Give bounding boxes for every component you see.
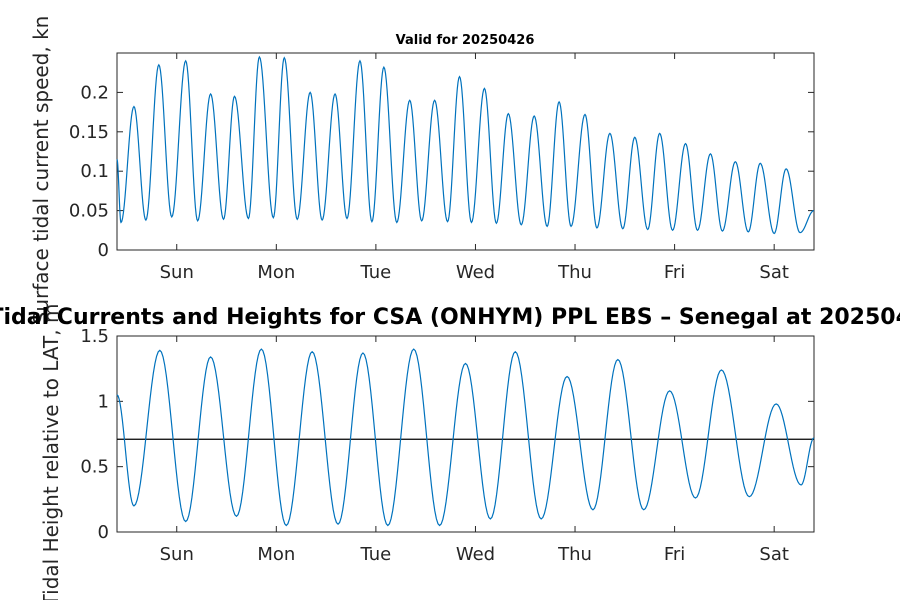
height-y-tick-label: 0.5 [80, 457, 109, 478]
speed-series-line [116, 55, 815, 235]
speed-axes: 0 0.05 0.1 0.15 0.2 Sun Mon Tue Wed Thu Fri Sat [69, 52, 815, 283]
speed-x-tick-label: Sat [759, 262, 789, 283]
speed-chart-title: Valid for 20250426 [396, 33, 535, 48]
main-chart-title: Tidal Currents and Heights for CSA (ONHY… [0, 305, 900, 330]
height-x-tick-label: Thu [557, 544, 592, 565]
height-x-tick-label: Wed [456, 544, 495, 565]
speed-y-tick-label: 0.15 [69, 122, 109, 143]
height-x-tick-label: Fri [664, 544, 685, 565]
height-axes: 0 0.5 1 1.5 Sun Mon Tue Wed Thu Fri Sat [80, 326, 815, 565]
speed-x-tick-label: Mon [257, 262, 295, 283]
speed-y-axis-label: Surface tidal current speed, kn [29, 16, 53, 325]
height-y-axis-label: Tidal Height relative to LAT, m [39, 304, 63, 600]
speed-y-tick-label: 0 [98, 240, 109, 261]
speed-x-tick-label: Wed [456, 262, 495, 283]
height-axes-ticks: 0 0.5 1 1.5 Sun Mon Tue Wed Thu Fri Sat [80, 326, 814, 565]
speed-x-tick-label: Sun [160, 262, 194, 283]
speed-y-tick-label: 0.2 [80, 82, 109, 103]
height-x-tick-label: Tue [360, 544, 392, 565]
speed-y-tick-label: 0.1 [80, 161, 109, 182]
height-axes-box [116, 335, 815, 533]
height-y-tick-label: 1.5 [80, 326, 109, 347]
height-x-tick-label: Sat [759, 544, 789, 565]
speed-y-tick-label: 0.05 [69, 201, 109, 222]
height-x-tick-label: Mon [257, 544, 295, 565]
height-y-tick-label: 0 [98, 522, 109, 543]
speed-x-tick-label: Thu [557, 262, 592, 283]
height-series-line [116, 348, 815, 527]
height-x-tick-label: Sun [160, 544, 194, 565]
speed-x-tick-label: Tue [360, 262, 392, 283]
height-y-tick-label: 1 [98, 391, 109, 412]
speed-axes-ticks: 0 0.05 0.1 0.15 0.2 Sun Mon Tue Wed Thu Fri Sat [69, 53, 814, 283]
speed-x-tick-label: Fri [664, 262, 685, 283]
